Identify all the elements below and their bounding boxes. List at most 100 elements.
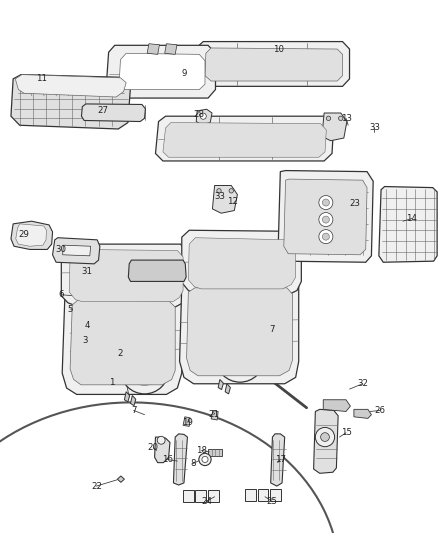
Text: 11: 11 (36, 75, 47, 83)
Text: 33: 33 (214, 192, 226, 200)
Text: 16: 16 (162, 455, 173, 464)
Polygon shape (195, 490, 206, 502)
Polygon shape (180, 279, 299, 384)
Circle shape (217, 189, 221, 193)
Polygon shape (258, 489, 268, 501)
Polygon shape (81, 104, 145, 122)
Polygon shape (106, 45, 215, 98)
Text: 17: 17 (275, 455, 286, 464)
Polygon shape (155, 116, 334, 161)
Polygon shape (155, 437, 170, 463)
Polygon shape (188, 238, 296, 289)
Polygon shape (70, 300, 175, 385)
Circle shape (339, 116, 343, 120)
Text: 33: 33 (369, 124, 380, 132)
Polygon shape (163, 123, 326, 157)
Polygon shape (11, 221, 53, 249)
Circle shape (322, 199, 329, 206)
Polygon shape (323, 400, 350, 411)
Polygon shape (61, 244, 187, 307)
Polygon shape (205, 48, 343, 81)
Text: 32: 32 (357, 379, 368, 388)
Polygon shape (218, 379, 223, 390)
Polygon shape (208, 490, 219, 502)
Text: 31: 31 (81, 268, 92, 276)
Polygon shape (16, 224, 46, 246)
Circle shape (157, 437, 165, 444)
Text: 28: 28 (194, 110, 205, 119)
Polygon shape (128, 260, 186, 281)
Polygon shape (165, 44, 177, 54)
Polygon shape (322, 113, 347, 141)
Polygon shape (11, 75, 131, 129)
Polygon shape (270, 489, 281, 501)
Circle shape (200, 113, 206, 119)
Polygon shape (354, 409, 371, 418)
Circle shape (322, 216, 329, 223)
Polygon shape (183, 490, 194, 502)
Circle shape (319, 196, 333, 209)
Polygon shape (63, 245, 91, 256)
Polygon shape (147, 44, 159, 54)
Circle shape (319, 230, 333, 244)
Ellipse shape (216, 334, 264, 382)
Text: 5: 5 (67, 305, 73, 313)
Polygon shape (379, 187, 437, 262)
Text: 24: 24 (201, 497, 212, 505)
Polygon shape (117, 476, 124, 482)
Text: 1: 1 (109, 378, 114, 387)
Text: 30: 30 (55, 245, 66, 254)
Polygon shape (194, 42, 350, 86)
Text: 23: 23 (349, 199, 360, 208)
Polygon shape (245, 489, 256, 501)
Text: 7: 7 (269, 325, 274, 334)
Polygon shape (62, 292, 182, 394)
Polygon shape (187, 288, 293, 376)
Polygon shape (271, 434, 285, 486)
Polygon shape (284, 179, 367, 255)
Polygon shape (208, 449, 222, 456)
Text: 4: 4 (85, 321, 90, 329)
Circle shape (326, 116, 331, 120)
Polygon shape (15, 75, 126, 97)
Text: 27: 27 (97, 107, 109, 115)
Text: 20: 20 (148, 443, 159, 452)
Polygon shape (314, 409, 338, 473)
Text: 25: 25 (266, 497, 277, 505)
Text: 10: 10 (272, 45, 284, 53)
Polygon shape (173, 434, 187, 485)
Circle shape (202, 456, 208, 463)
Circle shape (319, 213, 333, 227)
Text: 3: 3 (83, 336, 88, 344)
Circle shape (321, 433, 329, 441)
Polygon shape (69, 249, 183, 302)
Text: 14: 14 (406, 214, 417, 223)
Text: 6: 6 (59, 290, 64, 299)
Text: 18: 18 (196, 446, 207, 455)
Polygon shape (196, 109, 212, 125)
Text: 12: 12 (226, 197, 238, 206)
Polygon shape (183, 417, 190, 426)
Polygon shape (124, 392, 130, 402)
Polygon shape (211, 410, 218, 420)
Polygon shape (53, 238, 100, 264)
Text: 22: 22 (91, 482, 102, 490)
Ellipse shape (120, 346, 169, 394)
Text: 21: 21 (208, 410, 219, 419)
Polygon shape (119, 53, 205, 90)
Text: 15: 15 (340, 429, 352, 437)
Text: 7: 7 (131, 406, 136, 415)
Circle shape (322, 233, 329, 240)
Text: 9: 9 (181, 69, 187, 78)
Text: 13: 13 (340, 114, 352, 123)
Polygon shape (182, 230, 301, 295)
Text: 19: 19 (182, 418, 193, 426)
Text: 29: 29 (19, 230, 29, 239)
Polygon shape (225, 384, 230, 394)
Text: 26: 26 (374, 406, 386, 415)
Text: 2: 2 (118, 350, 123, 358)
Circle shape (315, 427, 335, 447)
Polygon shape (212, 185, 237, 213)
Circle shape (229, 189, 233, 193)
Text: 8: 8 (190, 459, 195, 468)
